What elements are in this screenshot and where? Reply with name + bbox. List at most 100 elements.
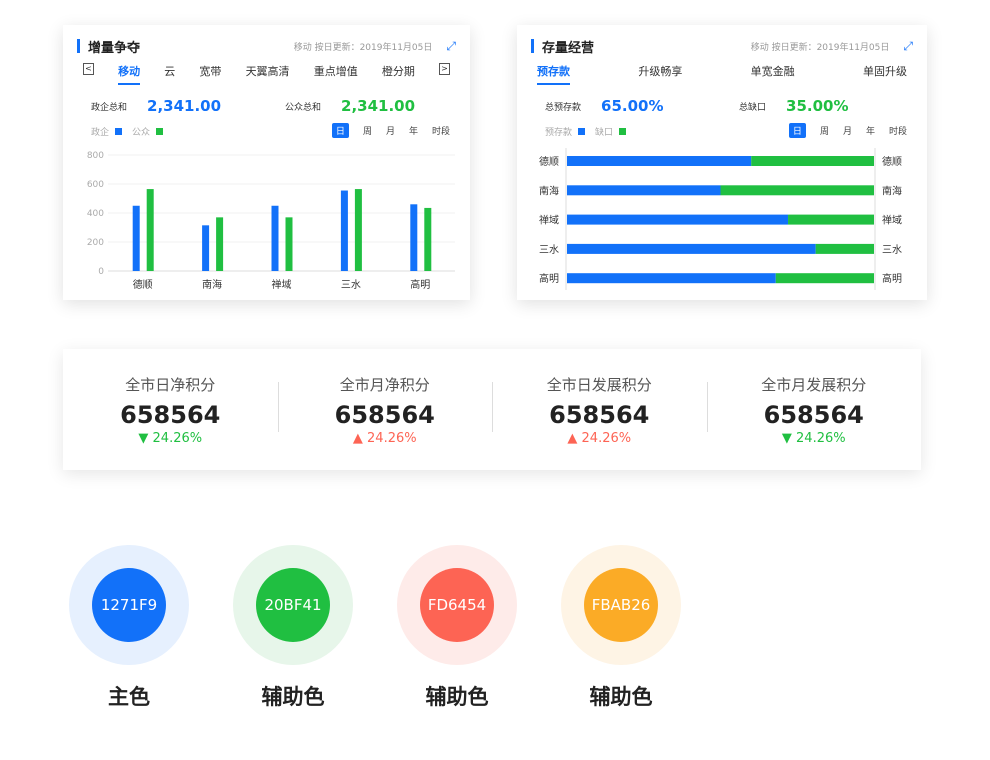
- bar-segment: [815, 243, 874, 254]
- period-0[interactable]: 日: [788, 123, 806, 138]
- bar: [216, 217, 224, 271]
- color-label: 辅助色: [589, 685, 653, 709]
- tab-next-button[interactable]: >: [438, 63, 450, 75]
- legend-item: 公众: [132, 125, 164, 138]
- kpi-value: 658564: [334, 400, 435, 429]
- arrow-down-icon: ▼: [138, 430, 149, 446]
- legend-item: 预存款: [545, 125, 586, 138]
- y-label-right: 德顺: [882, 155, 902, 168]
- tab-3[interactable]: 天翼高清: [245, 65, 290, 78]
- color-swatch: 20BF41 辅助色: [233, 545, 353, 711]
- bar-segment: [567, 156, 752, 166]
- sum-label: 总缺口: [739, 102, 767, 113]
- y-label-left: 三水: [539, 244, 559, 256]
- color-swatch: 1271F9 主色: [69, 545, 189, 711]
- kpi-item: 全市月发展积分 658564 ▼ 24.26%: [706, 374, 922, 446]
- sum-value: 35.00%: [786, 97, 849, 115]
- bar: [340, 190, 348, 271]
- stock-card: 存量经营 移动 按日更新：2019年11月05日 ⤢ 预存款 升级畅享 单宽金融 单固升级…: [517, 25, 927, 300]
- kpi-item: 全市月净积分 658564 ▲ 24.26%: [277, 374, 493, 446]
- tab-2[interactable]: 单宽金融: [750, 65, 795, 78]
- kpi-value: 658564: [763, 400, 864, 429]
- period-3[interactable]: 年: [408, 127, 418, 137]
- kpi-change: ▼ 24.26%: [138, 430, 203, 446]
- bar: [202, 225, 210, 271]
- period-3[interactable]: 年: [865, 127, 875, 137]
- color-swatch: FBAB26 辅助色: [561, 545, 681, 711]
- title-accent: [531, 39, 534, 53]
- sum-label: 总预存款: [545, 102, 582, 113]
- sum-value: 2,341.00: [147, 97, 222, 115]
- bar-chart: 0 200 400 600 800 德顺 南海 禅域 三水 高明: [87, 151, 455, 291]
- tab-2[interactable]: 宽带: [199, 65, 222, 78]
- y-label-left: 德顺: [539, 155, 559, 168]
- sum-value: 65.00%: [601, 97, 664, 115]
- kpi-change: ▲ 24.26%: [352, 430, 417, 446]
- y-label-right: 三水: [882, 244, 902, 256]
- y-tick-label: 200: [87, 238, 104, 248]
- kpi-label: 全市月净积分: [339, 375, 430, 394]
- y-label-right: 高明: [882, 272, 902, 285]
- tab-prev-button[interactable]: <: [83, 63, 94, 75]
- color-swatch: FD6454 辅助色: [397, 545, 517, 711]
- bar: [424, 207, 432, 271]
- period-2[interactable]: 月: [385, 127, 395, 137]
- tab-3[interactable]: 单固升级: [862, 65, 907, 78]
- kpi-value: 658564: [549, 400, 650, 429]
- arrow-up-icon: ▲: [352, 430, 363, 446]
- tab-0[interactable]: 移动: [118, 63, 141, 85]
- bar: [410, 204, 418, 271]
- arrow-down-icon: ▼: [781, 430, 792, 446]
- legend-item: 缺口: [595, 125, 627, 138]
- y-label-right: 禅域: [882, 214, 902, 227]
- color-label: 辅助色: [261, 685, 325, 709]
- bar-segment: [788, 214, 874, 225]
- tab-1[interactable]: 升级畅享: [638, 65, 683, 78]
- period-2[interactable]: 月: [842, 127, 852, 137]
- tab-4[interactable]: 重点增值: [313, 65, 358, 78]
- y-label-left: 南海: [539, 184, 559, 197]
- y-tick-label: 800: [87, 151, 104, 161]
- increment-card: 增量争夺 移动 按日更新：2019年11月05日 ⤢ < 移动 云 宽带 天翼高清 重点增值 橙…: [63, 25, 470, 300]
- bar-segment: [567, 185, 721, 196]
- color-label: 主色: [108, 685, 150, 709]
- y-label-left: 禅域: [539, 214, 559, 227]
- period-1[interactable]: 周: [362, 127, 372, 137]
- x-tick-label: 德顺: [133, 278, 153, 291]
- update-text: 移动 按日更新：2019年11月05日: [750, 42, 890, 53]
- x-tick-label: 高明: [410, 278, 430, 291]
- bar-segment: [751, 156, 874, 166]
- expand-icon[interactable]: ⤢: [903, 38, 913, 53]
- bar: [354, 189, 362, 271]
- y-tick-label: 600: [87, 180, 104, 190]
- color-hex: 20BF41: [256, 568, 330, 642]
- sum-label: 公众总和: [285, 102, 322, 113]
- card-title: 存量经营: [542, 40, 595, 56]
- bar: [285, 217, 293, 271]
- title-accent: [77, 39, 80, 53]
- tab-0[interactable]: 预存款: [537, 63, 570, 85]
- period-4[interactable]: 时段: [888, 127, 907, 137]
- y-label-left: 高明: [539, 272, 559, 285]
- period-4[interactable]: 时段: [431, 127, 450, 137]
- period-1[interactable]: 周: [819, 127, 829, 137]
- legend-item: 政企: [91, 125, 123, 138]
- update-text: 移动 按日更新：2019年11月05日: [293, 42, 433, 53]
- bar-segment: [567, 243, 816, 254]
- y-tick-label: 400: [87, 209, 104, 219]
- sum-label: 政企总和: [91, 102, 128, 113]
- bar: [132, 205, 140, 271]
- kpi-label: 全市日净积分: [125, 375, 216, 394]
- y-tick-label: 0: [98, 267, 104, 277]
- kpi-value: 658564: [120, 400, 221, 429]
- y-label-right: 南海: [882, 184, 902, 197]
- kpi-panel: 全市日净积分 658564 ▼ 24.26% 全市月净积分 658564 ▲ 24.26%…: [63, 349, 921, 470]
- kpi-change: ▼ 24.26%: [781, 430, 846, 446]
- tab-5[interactable]: 橙分期: [381, 65, 415, 78]
- tab-1[interactable]: 云: [164, 65, 176, 78]
- period-0[interactable]: 日: [331, 123, 349, 138]
- expand-icon[interactable]: ⤢: [446, 38, 456, 53]
- x-tick-label: 三水: [341, 279, 361, 291]
- kpi-label: 全市月发展积分: [761, 375, 867, 394]
- bar: [271, 205, 279, 271]
